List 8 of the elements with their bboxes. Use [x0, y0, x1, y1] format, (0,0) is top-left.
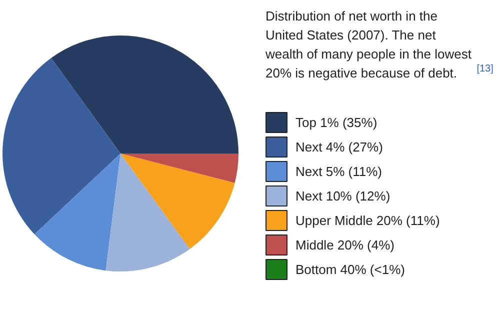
legend-label: Top 1% (35%)	[296, 115, 378, 130]
legend-label: Upper Middle 20% (11%)	[296, 213, 440, 228]
legend-label: Bottom 40% (<1%)	[296, 262, 405, 277]
chart-title: Distribution of net worth in the United States (2007). The net wealth of many people in the lowest 20% is negative because of debt.[13]	[266, 8, 494, 80]
legend-label: Middle 20% (4%)	[296, 238, 394, 252]
legend-label: Next 10% (12%)	[296, 188, 390, 204]
legend-label: Next 4% (27%)	[296, 140, 383, 154]
legend-label: Next 5% (11%)	[296, 164, 382, 179]
